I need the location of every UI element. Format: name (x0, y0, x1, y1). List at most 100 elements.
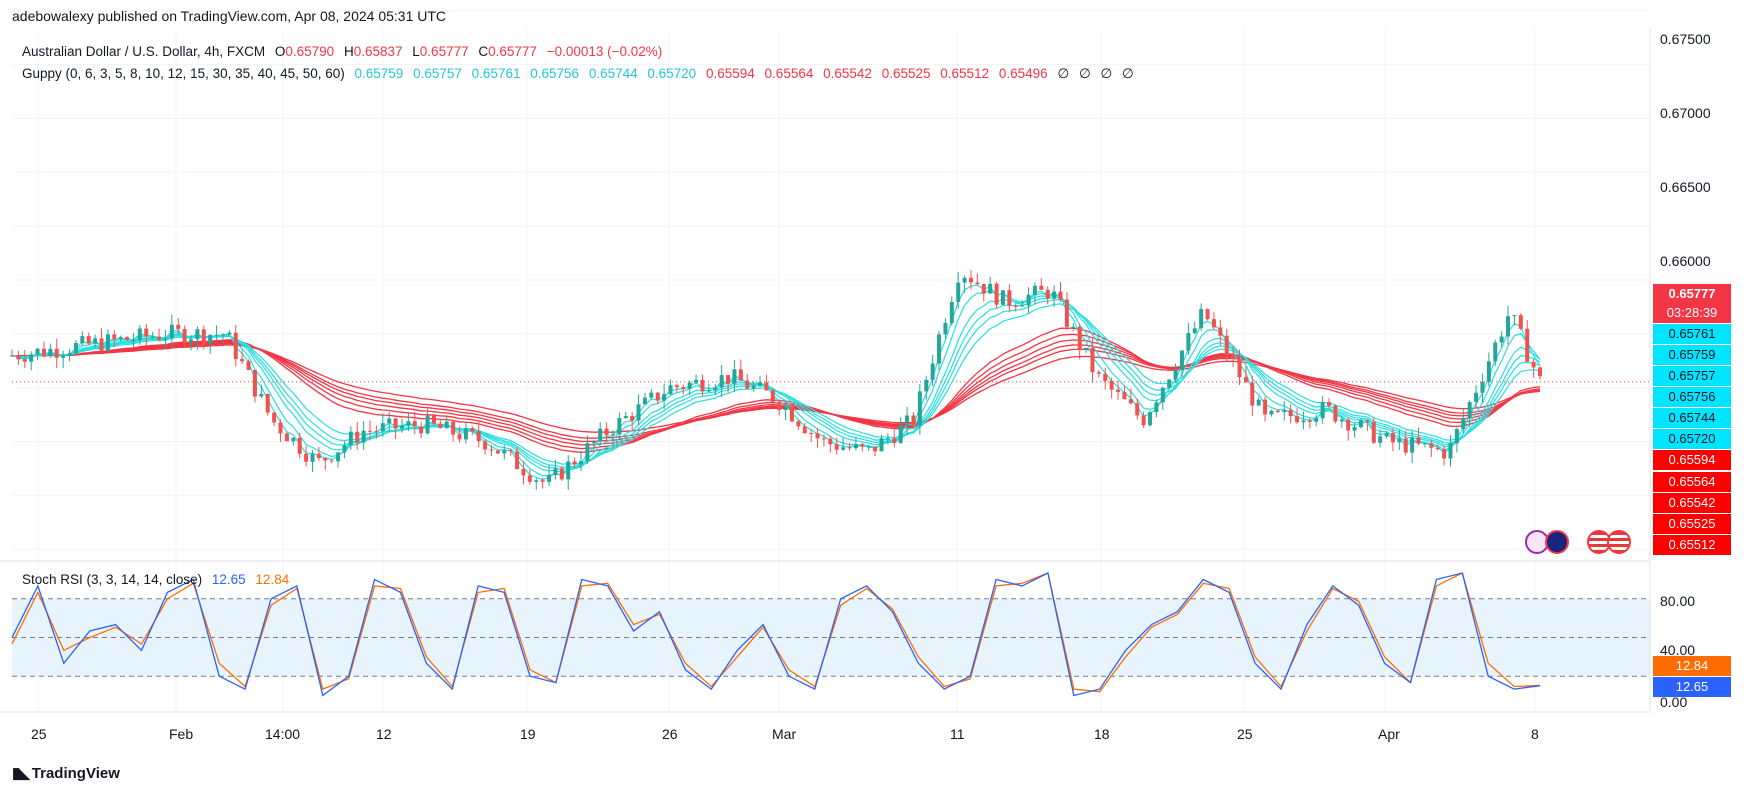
stoch-k-line (11, 572, 1541, 697)
long-ema-label: 0.65564 (1653, 472, 1731, 492)
candle-body (630, 416, 635, 421)
candle-body (259, 394, 264, 397)
candle-body (1218, 327, 1223, 336)
stoch-rsi-legend[interactable]: Stoch RSI (3, 3, 14, 14, close) 12.65 12… (22, 572, 295, 587)
candle-body (29, 354, 34, 362)
long-ema-line (11, 342, 1541, 443)
candle-body (240, 359, 245, 362)
candle-body (540, 480, 545, 482)
candle-body (483, 441, 488, 450)
candle-body (1339, 419, 1344, 422)
candle-body (201, 329, 206, 344)
candle-body (316, 453, 321, 458)
candle-body (495, 450, 500, 454)
candle-body (604, 428, 609, 436)
long-ema-label: 0.65525 (1653, 514, 1731, 534)
tradingview-brand[interactable]: ▮◣ TradingView (12, 764, 120, 782)
candle-body (233, 332, 238, 360)
time-tick: 14:00 (265, 726, 301, 742)
brand-name: TradingView (31, 765, 120, 782)
candle-body (1109, 380, 1114, 390)
candle-body (1256, 399, 1261, 406)
time-tick: 12 (376, 726, 392, 742)
candle-body (1000, 290, 1005, 305)
candle-body (189, 339, 194, 344)
candle-body (393, 418, 398, 429)
current-price-label: 0.65777 (1653, 284, 1731, 304)
candle-body (1250, 382, 1255, 406)
candle-body (118, 337, 123, 339)
open-value: 0.65790 (285, 44, 335, 59)
candle-body (1045, 289, 1050, 299)
candle-body (1442, 449, 1447, 459)
candle-body (252, 369, 257, 397)
candle-body (770, 390, 775, 402)
stoch-k-value: 12.65 (211, 572, 246, 587)
stoch-rsi-lines (11, 572, 1541, 697)
time-tick: 25 (31, 726, 47, 742)
guppy-legend[interactable]: Guppy (0, 6, 3, 5, 8, 10, 12, 15, 30, 35… (22, 66, 1140, 82)
candle-body (1154, 402, 1159, 413)
close-label: C (478, 44, 489, 59)
candle-body (1224, 335, 1229, 356)
candle-body (86, 336, 91, 344)
instrument-legend[interactable]: Australian Dollar / U.S. Dollar, 4h, FXC… (22, 44, 668, 59)
guppy-empty-value: ∅ (1122, 66, 1134, 81)
change-value: −0.00013 (−0.02%) (546, 44, 663, 59)
candle-body (1499, 336, 1504, 343)
candle-body (1263, 399, 1268, 415)
candle-body (905, 415, 910, 426)
candle-body (1384, 433, 1389, 437)
candle-body (975, 282, 980, 284)
candle-body (1096, 372, 1101, 374)
candlesticks (10, 270, 1542, 490)
candle-body (853, 444, 858, 449)
candle-body (214, 334, 219, 336)
candle-body (687, 382, 692, 389)
guppy-short-value: 0.65757 (413, 66, 462, 81)
candle-body (1160, 387, 1165, 403)
candle-body (336, 452, 341, 462)
candle-body (1020, 305, 1025, 307)
published-header: adebowalexy published on TradingView.com… (12, 8, 447, 24)
short-ema-label: 0.65744 (1653, 408, 1731, 428)
candle-body (220, 334, 225, 336)
candle-body (502, 449, 507, 454)
guppy-short-value: 0.65756 (530, 66, 580, 81)
candle-body (419, 426, 424, 434)
guppy-long-value: 0.65512 (940, 66, 990, 81)
candle-body (131, 339, 136, 341)
candle-body (553, 468, 558, 476)
candle-body (949, 301, 954, 323)
candle-body (674, 385, 679, 388)
time-tick: 26 (662, 726, 678, 742)
candle-body (112, 334, 117, 339)
candle-body (1538, 367, 1542, 377)
candle-body (1333, 405, 1338, 422)
candle-body (246, 361, 251, 370)
stoch-rsi-label: Stoch RSI (3, 3, 14, 14, close) (22, 572, 203, 587)
candle-body (310, 453, 315, 462)
price-tick: 0.66000 (1660, 253, 1711, 269)
candle-body (1448, 443, 1453, 459)
candle-body (1128, 399, 1133, 404)
candle-body (662, 394, 667, 401)
candle-body (1467, 402, 1472, 418)
candle-body (399, 425, 404, 429)
australia-flag-icon[interactable] (1545, 530, 1569, 554)
candle-body (1058, 291, 1063, 300)
stoch-tick: 0.00 (1660, 694, 1688, 710)
short-ema-label: 0.65761 (1653, 324, 1731, 344)
candle-body (457, 434, 462, 440)
candle-body (227, 332, 232, 335)
candle-body (1493, 342, 1498, 362)
candle-body (917, 391, 922, 426)
candle-body (879, 438, 884, 452)
candle-body (169, 324, 174, 339)
candle-body (476, 431, 481, 442)
time-tick: Feb (169, 726, 194, 742)
candle-body (67, 353, 72, 356)
candle-body (35, 348, 40, 355)
us-flag-icon[interactable] (1607, 530, 1631, 554)
